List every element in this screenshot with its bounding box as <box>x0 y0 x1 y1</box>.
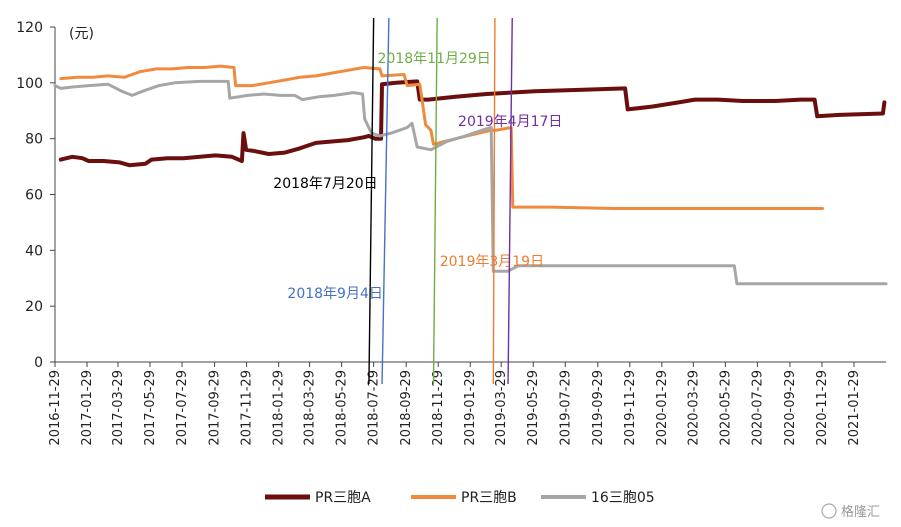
series-line-2 <box>59 64 824 210</box>
series-line-1 <box>58 79 887 168</box>
y-tick-label: 60 <box>25 188 43 204</box>
y-tick-label: 40 <box>25 243 43 259</box>
watermark-icon <box>821 503 837 519</box>
y-tick-label: 100 <box>16 76 43 92</box>
event-line-2 <box>381 17 390 385</box>
x-tick-label: 2021-01-29 <box>847 370 862 446</box>
event-label-4: 2019年3月19日 <box>440 254 544 270</box>
x-tick-label: 2019-01-29 <box>463 370 478 446</box>
event-label-2: 2018年9月4日 <box>287 286 382 302</box>
x-tick-label: 2020-05-29 <box>718 370 733 446</box>
x-tick-label: 2020-03-29 <box>686 370 701 446</box>
x-tick-label: 2017-03-29 <box>111 370 126 446</box>
x-tick-label: 2018-11-29 <box>431 370 446 446</box>
x-tick-label: 2017-11-29 <box>240 370 255 446</box>
x-tick-label: 2019-07-29 <box>558 370 573 446</box>
x-tick-label: 2018-01-29 <box>272 370 287 446</box>
series-line-3 <box>53 79 888 286</box>
x-tick-label: 2020-07-29 <box>750 370 765 446</box>
event-line-3 <box>432 17 438 385</box>
event-label-1: 2018年7月20日 <box>273 176 377 192</box>
event-line-1 <box>368 17 375 385</box>
x-tick-label: 2018-03-29 <box>303 370 318 446</box>
watermark-text: 格隆汇 <box>841 504 880 520</box>
y-tick-label: 80 <box>25 132 43 148</box>
x-tick-label: 2018-05-29 <box>335 370 350 446</box>
event-label-3: 2018年11月29日 <box>378 51 491 67</box>
y-tick-label: 120 <box>16 20 43 36</box>
x-tick-label: 2017-07-29 <box>175 370 190 446</box>
x-tick-label: 2016-11-29 <box>48 370 63 446</box>
event-line-5 <box>507 17 513 385</box>
legend-label-2: PR三胞B <box>461 490 517 506</box>
x-tick-label: 2017-09-29 <box>208 370 223 446</box>
event-line-4 <box>492 17 496 385</box>
y-tick-label: 20 <box>25 299 43 315</box>
x-tick-label: 2020-09-29 <box>783 370 798 446</box>
x-tick-label: 2019-11-29 <box>623 370 638 446</box>
x-tick-label: 2018-07-29 <box>367 370 382 446</box>
x-tick-label: 2020-11-29 <box>815 370 830 446</box>
legend-label-1: PR三胞A <box>315 490 371 506</box>
x-tick-label: 2018-09-29 <box>399 370 414 446</box>
x-tick-label: 2017-01-29 <box>80 370 95 446</box>
y-unit-label: (元) <box>69 26 94 42</box>
x-tick-label: 2017-05-29 <box>143 370 158 446</box>
legend-label-3: 16三胞05 <box>591 490 655 506</box>
event-label-5: 2019年4月17日 <box>458 114 562 130</box>
y-tick-label: 0 <box>34 355 43 371</box>
x-tick-label: 2020-01-29 <box>655 370 670 446</box>
x-tick-label: 2019-03-29 <box>494 370 509 446</box>
x-tick-label: 2019-05-29 <box>526 370 541 446</box>
x-tick-label: 2019-09-29 <box>591 370 606 446</box>
